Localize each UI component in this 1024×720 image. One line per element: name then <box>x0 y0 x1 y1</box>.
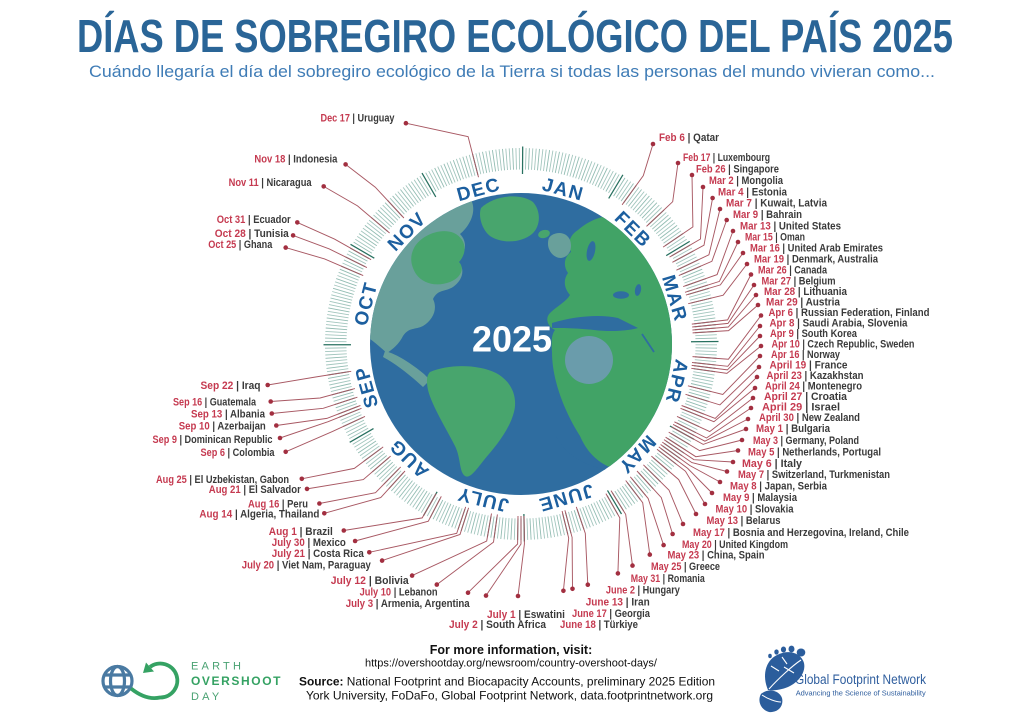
svg-text:May 5 | Netherlands, Portugal: May 5 | Netherlands, Portugal <box>748 447 881 459</box>
svg-text:April 24 | Montenegro: April 24 | Montenegro <box>765 381 862 393</box>
svg-text:July 21 | Costa Rica: July 21 | Costa Rica <box>272 548 365 560</box>
svg-text:May 10 | Slovakia: May 10 | Slovakia <box>716 504 795 516</box>
svg-text:Sep 6 | Colombia: Sep 6 | Colombia <box>201 447 276 459</box>
svg-text:July 2 | South Africa: July 2 | South Africa <box>449 619 547 631</box>
svg-text:May 9 | Malaysia: May 9 | Malaysia <box>723 492 798 504</box>
svg-text:https://overshootday.org/newsr: https://overshootday.org/newsroom/countr… <box>365 658 658 670</box>
svg-text:Aug 14 | Algeria, Thailand: Aug 14 | Algeria, Thailand <box>199 509 319 521</box>
svg-text:May 20 | United Kingdom: May 20 | United Kingdom <box>682 539 788 551</box>
svg-text:DÍAS DE SOBREGIRO ECOLÓGICO DE: DÍAS DE SOBREGIRO ECOLÓGICO DEL PAÍS 202… <box>77 10 953 62</box>
svg-text:July 30 | Mexico: July 30 | Mexico <box>272 537 346 549</box>
svg-text:York University, FoDaFo, Globa: York University, FoDaFo, Global Footprin… <box>306 689 713 703</box>
svg-text:Sep 9 | Dominican Republic: Sep 9 | Dominican Republic <box>153 434 273 446</box>
svg-text:May 13 | Belarus: May 13 | Belarus <box>707 515 781 527</box>
svg-text:July 1 | Eswatini: July 1 | Eswatini <box>487 609 565 621</box>
svg-text:Mar 9 | Bahrain: Mar 9 | Bahrain <box>733 209 802 221</box>
svg-text:July 3 | Armenia, Argentina: July 3 | Armenia, Argentina <box>346 598 471 610</box>
svg-text:May 1 | Bulgaria: May 1 | Bulgaria <box>756 423 831 435</box>
svg-text:April 30 | New Zealand: April 30 | New Zealand <box>759 412 860 424</box>
svg-text:Mar 27 | Belgium: Mar 27 | Belgium <box>762 276 836 288</box>
svg-text:Dec 17 | Uruguay: Dec 17 | Uruguay <box>321 113 396 125</box>
svg-text:Mar 15 | Oman: Mar 15 | Oman <box>745 232 805 244</box>
svg-text:June 2 | Hungary: June 2 | Hungary <box>606 585 681 597</box>
svg-text:April 27 | Croatia: April 27 | Croatia <box>764 391 848 403</box>
svg-text:Advancing the Science of Susta: Advancing the Science of Sustainability <box>796 689 926 698</box>
svg-text:Apr 9 | South Korea: Apr 9 | South Korea <box>770 328 858 340</box>
svg-text:OVERSHOOT: OVERSHOOT <box>191 674 282 688</box>
svg-text:Apr 8 | Saudi Arabia, Slovenia: Apr 8 | Saudi Arabia, Slovenia <box>770 318 909 330</box>
svg-text:Sep 13 | Albania: Sep 13 | Albania <box>191 409 266 421</box>
svg-text:July 20 | Viet Nam, Paraguay: July 20 | Viet Nam, Paraguay <box>242 560 372 572</box>
svg-text:Cuándo llegaría el día del sob: Cuándo llegaría el día del sobregiro eco… <box>89 62 935 81</box>
svg-text:Oct 25 | Ghana: Oct 25 | Ghana <box>208 239 273 251</box>
svg-text:April 23 | Kazakhstan: April 23 | Kazakhstan <box>767 370 864 382</box>
svg-text:July 12 | Bolivia: July 12 | Bolivia <box>331 575 410 587</box>
svg-text:DAY: DAY <box>191 691 222 703</box>
svg-text:Aug 16 | Peru: Aug 16 | Peru <box>248 499 308 511</box>
svg-text:Sep 16 | Guatemala: Sep 16 | Guatemala <box>173 397 257 409</box>
svg-text:Sep 10 | Azerbaijan: Sep 10 | Azerbaijan <box>179 421 266 433</box>
svg-text:May 25 | Greece: May 25 | Greece <box>651 561 720 573</box>
svg-text:Mar 19 | Denmark, Australia: Mar 19 | Denmark, Australia <box>754 254 879 266</box>
svg-text:Mar 16 | United Arab Emirates: Mar 16 | United Arab Emirates <box>750 243 883 255</box>
svg-text:Apr 6 | Russian Federation, Fi: Apr 6 | Russian Federation, Finland <box>769 307 930 319</box>
svg-text:Nov 18 | Indonesia: Nov 18 | Indonesia <box>254 154 338 166</box>
svg-text:May 7 | Switzerland, Turkmenis: May 7 | Switzerland, Turkmenistan <box>738 469 890 481</box>
svg-text:May 31 | Romania: May 31 | Romania <box>631 573 706 585</box>
svg-text:Feb 6 | Qatar: Feb 6 | Qatar <box>659 132 720 144</box>
svg-text:Aug 1 | Brazil: Aug 1 | Brazil <box>269 526 333 538</box>
svg-text:For more information, visit:: For more information, visit: <box>430 643 593 657</box>
svg-text:May 3 | Germany, Poland: May 3 | Germany, Poland <box>753 435 859 447</box>
svg-text:Sep 22 | Iraq: Sep 22 | Iraq <box>201 380 261 392</box>
svg-text:Nov 11 | Nicaragua: Nov 11 | Nicaragua <box>229 177 313 189</box>
svg-text:May 23 | China, Spain: May 23 | China, Spain <box>668 550 765 562</box>
svg-text:Source: National Footprint and: Source: National Footprint and Biocapaci… <box>299 675 715 689</box>
svg-text:April 19 | France: April 19 | France <box>770 360 848 372</box>
svg-text:Oct 28 | Tunisia: Oct 28 | Tunisia <box>215 228 290 240</box>
svg-text:Oct 31 | Ecuador: Oct 31 | Ecuador <box>217 214 292 226</box>
svg-text:Mar 28 | Lithuania: Mar 28 | Lithuania <box>764 286 848 298</box>
svg-text:May 17 | Bosnia and Herzegovin: May 17 | Bosnia and Herzegovina, Ireland… <box>693 527 909 539</box>
svg-text:July 10 | Lebanon: July 10 | Lebanon <box>360 587 438 599</box>
svg-text:Mar 29 | Austria: Mar 29 | Austria <box>766 297 841 309</box>
svg-text:Feb 17 | Luxembourg: Feb 17 | Luxembourg <box>683 152 770 164</box>
svg-text:Aug 21 | El Salvador: Aug 21 | El Salvador <box>209 484 302 496</box>
svg-text:Mar 4 | Estonia: Mar 4 | Estonia <box>718 187 788 199</box>
svg-text:2025: 2025 <box>472 319 552 360</box>
svg-text:Mar 13 | United States: Mar 13 | United States <box>740 221 841 233</box>
svg-text:Global Footprint Network: Global Footprint Network <box>795 672 926 687</box>
svg-text:April 29 | Israel: April 29 | Israel <box>762 402 840 414</box>
svg-text:June 17 | Georgia: June 17 | Georgia <box>572 608 651 620</box>
svg-text:Mar 7 | Kuwait, Latvia: Mar 7 | Kuwait, Latvia <box>726 198 828 210</box>
svg-text:June 18 | Türkiye: June 18 | Türkiye <box>560 619 638 631</box>
svg-text:May 6 | Italy: May 6 | Italy <box>742 458 803 470</box>
svg-text:Apr 10 | Czech Republic, Swede: Apr 10 | Czech Republic, Sweden <box>772 339 915 351</box>
svg-text:May 8 | Japan, Serbia: May 8 | Japan, Serbia <box>730 481 828 493</box>
svg-text:Aug 25 | El Uzbekistan, Gabon: Aug 25 | El Uzbekistan, Gabon <box>156 474 289 486</box>
svg-text:Mar 26 | Canada: Mar 26 | Canada <box>758 265 828 277</box>
svg-text:EARTH: EARTH <box>191 661 244 673</box>
svg-text:Feb 26 | Singapore: Feb 26 | Singapore <box>696 164 779 176</box>
svg-text:June 13 | Iran: June 13 | Iran <box>586 597 650 609</box>
svg-text:Mar 2 | Mongolia: Mar 2 | Mongolia <box>709 175 784 187</box>
svg-text:Apr 16 | Norway: Apr 16 | Norway <box>771 349 841 361</box>
